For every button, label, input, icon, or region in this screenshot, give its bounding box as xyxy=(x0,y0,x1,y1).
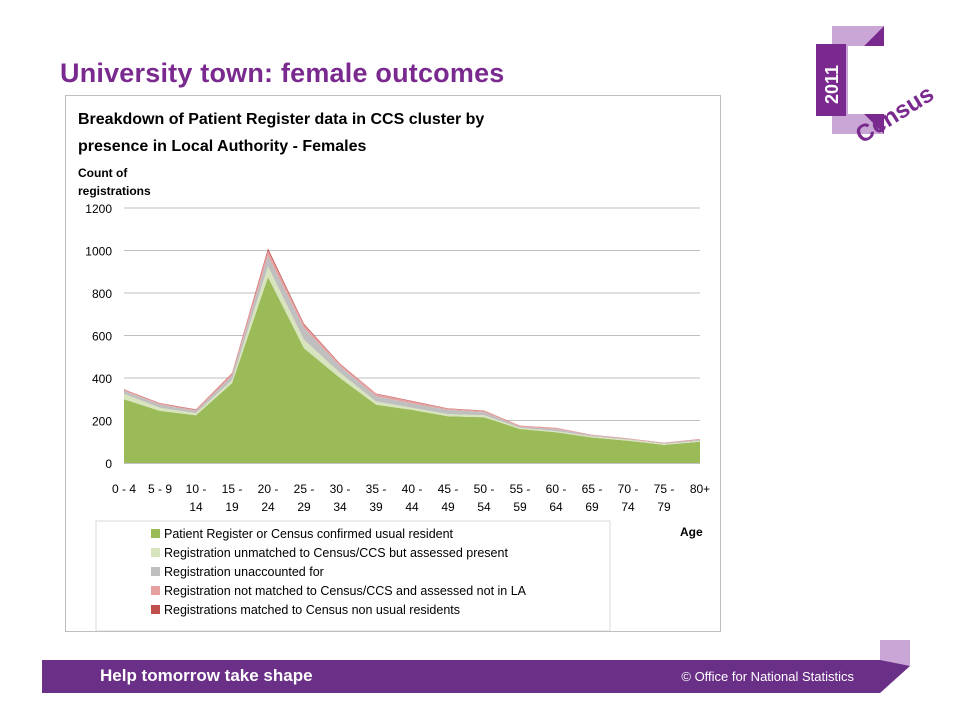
x-tick-label: 80+ xyxy=(690,482,710,496)
x-tick-label: 75 - xyxy=(654,482,675,496)
x-tick-label-line-2: 14 xyxy=(189,500,203,514)
y-tick-label: 800 xyxy=(92,287,112,301)
logo-year: 2011 xyxy=(822,65,842,104)
y-tick-label: 1000 xyxy=(85,245,112,259)
x-tick-label-line-2: 29 xyxy=(297,500,311,514)
x-tick-label: 70 - xyxy=(618,482,639,496)
area-series-1 xyxy=(124,277,700,463)
x-tick-label-line-2: 59 xyxy=(513,500,527,514)
x-tick-label: 55 - xyxy=(510,482,531,496)
area-series-3 xyxy=(124,255,700,444)
x-tick-label-line-2: 24 xyxy=(261,500,275,514)
legend-entry-label: Registrations matched to Census non usua… xyxy=(164,603,460,617)
x-tick-label: 65 - xyxy=(582,482,603,496)
legend-swatch xyxy=(151,529,160,538)
legend-entry-label: Registration unaccounted for xyxy=(164,565,324,579)
x-tick-label: 40 - xyxy=(402,482,423,496)
legend-swatch xyxy=(151,567,160,576)
x-tick-label: 50 - xyxy=(474,482,495,496)
x-tick-label-line-2: 79 xyxy=(657,500,671,514)
x-tick-label: 35 - xyxy=(366,482,387,496)
stacked-area-chart: Breakdown of Patient Register data in CC… xyxy=(78,111,710,631)
x-tick-label: 60 - xyxy=(546,482,567,496)
census-2011-logo: 2011 Census xyxy=(816,26,938,148)
y-tick-label: 200 xyxy=(92,415,112,429)
x-tick-label: 20 - xyxy=(258,482,279,496)
x-tick-label-line-2: 39 xyxy=(369,500,383,514)
slide-title: University town: female outcomes xyxy=(60,58,505,88)
x-tick-label: 30 - xyxy=(330,482,351,496)
x-tick-label: 5 - 9 xyxy=(148,482,172,496)
x-tick-label-line-2: 19 xyxy=(225,500,239,514)
x-tick-label: 45 - xyxy=(438,482,459,496)
x-tick-label-line-2: 64 xyxy=(549,500,563,514)
chart-title-line-1: Breakdown of Patient Register data in CC… xyxy=(78,111,484,128)
area-series-2 xyxy=(124,266,700,445)
y-tick-label: 0 xyxy=(105,457,112,471)
chart-panel: Breakdown of Patient Register data in CC… xyxy=(65,95,721,632)
legend-swatch xyxy=(151,548,160,557)
footer-bar: Help tomorrow take shape © Office for Na… xyxy=(42,660,880,693)
legend-entry-label: Patient Register or Census confirmed usu… xyxy=(164,527,454,541)
legend-swatch xyxy=(151,605,160,614)
y-tick-label: 600 xyxy=(92,330,112,344)
y-axis-label-line-1: Count of xyxy=(78,166,128,180)
x-tick-label: 0 - 4 xyxy=(112,482,136,496)
x-tick-label: 25 - xyxy=(294,482,315,496)
page-fold-decoration xyxy=(880,640,910,693)
x-axis-label: Age xyxy=(680,525,703,539)
x-tick-label-line-2: 74 xyxy=(621,500,635,514)
x-tick-label-line-2: 54 xyxy=(477,500,491,514)
y-axis-label-line-2: registrations xyxy=(78,184,151,198)
footer-copyright: © Office for National Statistics xyxy=(681,669,854,684)
legend-entry-label: Registration unmatched to Census/CCS but… xyxy=(164,546,508,560)
x-tick-label-line-2: 69 xyxy=(585,500,599,514)
x-tick-label: 10 - xyxy=(186,482,207,496)
x-tick-label: 15 - xyxy=(222,482,243,496)
x-tick-label-line-2: 34 xyxy=(333,500,347,514)
legend-box xyxy=(95,520,611,631)
legend-swatch xyxy=(151,586,160,595)
footer-slogan: Help tomorrow take shape xyxy=(100,666,313,685)
legend-entry-label: Registration not matched to Census/CCS a… xyxy=(164,584,527,598)
x-tick-label-line-2: 44 xyxy=(405,500,419,514)
chart-title-line-2: presence in Local Authority - Females xyxy=(78,138,366,155)
x-tick-label-line-2: 49 xyxy=(441,500,455,514)
y-tick-label: 400 xyxy=(92,372,112,386)
y-tick-label: 1200 xyxy=(85,202,112,216)
